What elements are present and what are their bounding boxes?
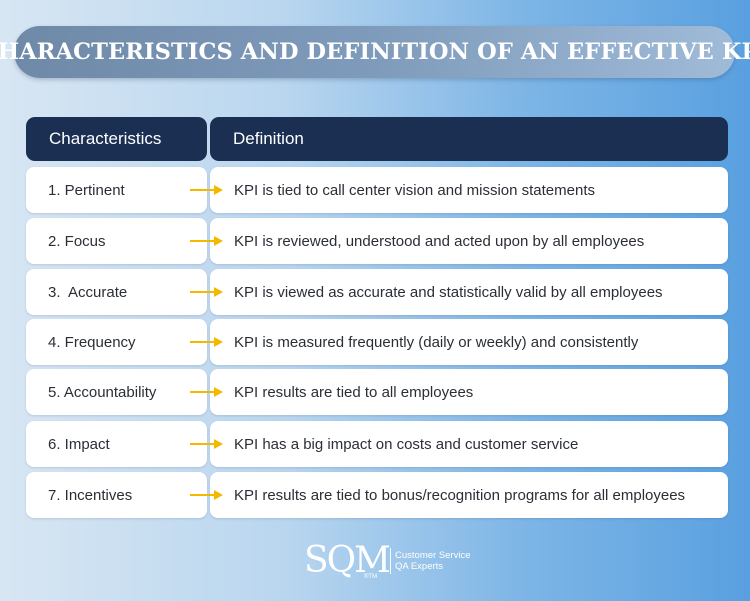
- arrow-right-icon: [190, 490, 223, 500]
- definition-cell: KPI results are tied to bonus/recognitio…: [210, 472, 728, 518]
- column-header-definition: Definition: [210, 117, 728, 161]
- arrow-right-icon: [190, 236, 223, 246]
- sqm-logo: SQM ®TM Customer Service QA Experts: [304, 538, 474, 584]
- definition-cell: KPI is tied to call center vision and mi…: [210, 167, 728, 213]
- characteristic-cell: 7. Incentives: [26, 472, 207, 518]
- definition-cell: KPI is viewed as accurate and statistica…: [210, 269, 728, 315]
- logo-wordmark: SQM: [304, 540, 391, 581]
- definition-cell: KPI has a big impact on costs and custom…: [210, 421, 728, 467]
- characteristic-cell: 5. Accountability: [26, 369, 207, 415]
- table-row: 7. Incentives KPI results are tied to bo…: [0, 472, 750, 518]
- definition-cell: KPI is measured frequently (daily or wee…: [210, 319, 728, 365]
- characteristic-cell: 6. Impact: [26, 421, 207, 467]
- page-title: CHARACTERISTICS AND DEFINITION OF AN EFF…: [0, 39, 750, 65]
- column-header-characteristics: Characteristics: [26, 117, 207, 161]
- characteristic-cell: 2. Focus: [26, 218, 207, 264]
- characteristic-cell: 3. Accurate: [26, 269, 207, 315]
- table-row: 5. Accountability KPI results are tied t…: [0, 369, 750, 415]
- table-row: 4. Frequency KPI is measured frequently …: [0, 319, 750, 365]
- arrow-right-icon: [190, 387, 223, 397]
- table-row: 2. Focus KPI is reviewed, understood and…: [0, 218, 750, 264]
- table-row: 3. Accurate KPI is viewed as accurate an…: [0, 269, 750, 315]
- logo-divider: [390, 548, 391, 574]
- arrow-right-icon: [190, 439, 223, 449]
- definition-cell: KPI is reviewed, understood and acted up…: [210, 218, 728, 264]
- arrow-right-icon: [190, 337, 223, 347]
- logo-tagline-line-1: Customer Service: [395, 550, 471, 561]
- table-row: 1. Pertinent KPI is tied to call center …: [0, 167, 750, 213]
- logo-tagline-line-2: QA Experts: [395, 561, 444, 572]
- characteristic-cell: 1. Pertinent: [26, 167, 207, 213]
- logo-tagline: Customer Service QA Experts: [395, 550, 471, 572]
- logo-trademark: ®TM: [364, 574, 378, 580]
- arrow-right-icon: [190, 287, 223, 297]
- definition-cell: KPI results are tied to all employees: [210, 369, 728, 415]
- title-banner: CHARACTERISTICS AND DEFINITION OF AN EFF…: [0, 26, 750, 78]
- arrow-right-icon: [190, 185, 223, 195]
- characteristic-cell: 4. Frequency: [26, 319, 207, 365]
- table-row: 6. Impact KPI has a big impact on costs …: [0, 421, 750, 467]
